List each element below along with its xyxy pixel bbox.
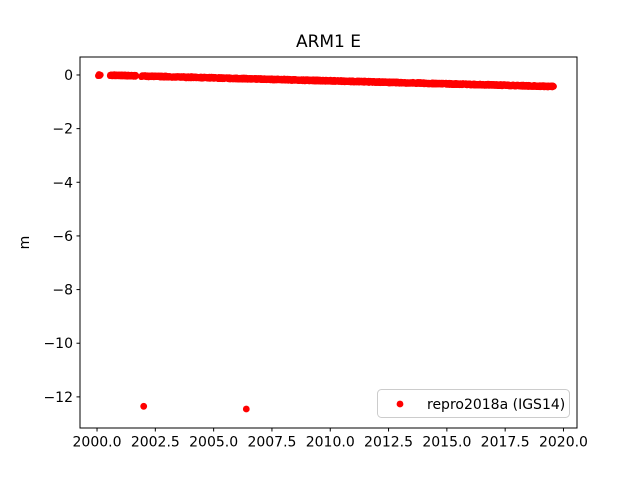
x-tick-label: 2005.0: [189, 435, 238, 451]
outlier-point: [140, 402, 148, 410]
y-tick-label: −4: [52, 175, 73, 191]
data-point: [132, 72, 140, 79]
y-ticks: 0 −2 −4 −6 −8 −10 −12: [43, 68, 80, 406]
chart-title: ARM1 E: [296, 32, 361, 52]
y-tick-label: −8: [52, 283, 73, 299]
legend-marker-icon: [396, 400, 404, 408]
y-tick-label: 0: [64, 68, 73, 84]
legend-label: repro2018a (IGS14): [427, 397, 565, 413]
y-tick-label: −12: [43, 390, 73, 406]
y-tick-label: −2: [52, 122, 73, 138]
x-tick-label: 2000.0: [73, 435, 122, 451]
x-ticks: 2000.0 2002.5 2005.0 2007.5 2010.0 2012.5 2015…: [73, 428, 588, 451]
x-tick-label: 2017.5: [481, 435, 530, 451]
x-tick-label: 2012.5: [364, 435, 413, 451]
y-axis-label: m: [17, 236, 33, 250]
x-tick-label: 2010.0: [306, 435, 355, 451]
scatter-points: [95, 71, 557, 413]
x-tick-label: 2015.0: [422, 435, 471, 451]
legend: repro2018a (IGS14): [377, 389, 570, 418]
legend-box: [377, 389, 570, 418]
x-tick-label: 2020.0: [539, 435, 588, 451]
x-tick-label: 2007.5: [247, 435, 296, 451]
data-point: [550, 83, 557, 90]
plot-border: [79, 56, 578, 429]
outlier-point: [242, 405, 250, 413]
data-point: [97, 71, 104, 79]
x-tick-label: 2002.5: [131, 435, 180, 451]
y-tick-label: −6: [52, 229, 73, 245]
y-tick-label: −10: [43, 336, 73, 352]
